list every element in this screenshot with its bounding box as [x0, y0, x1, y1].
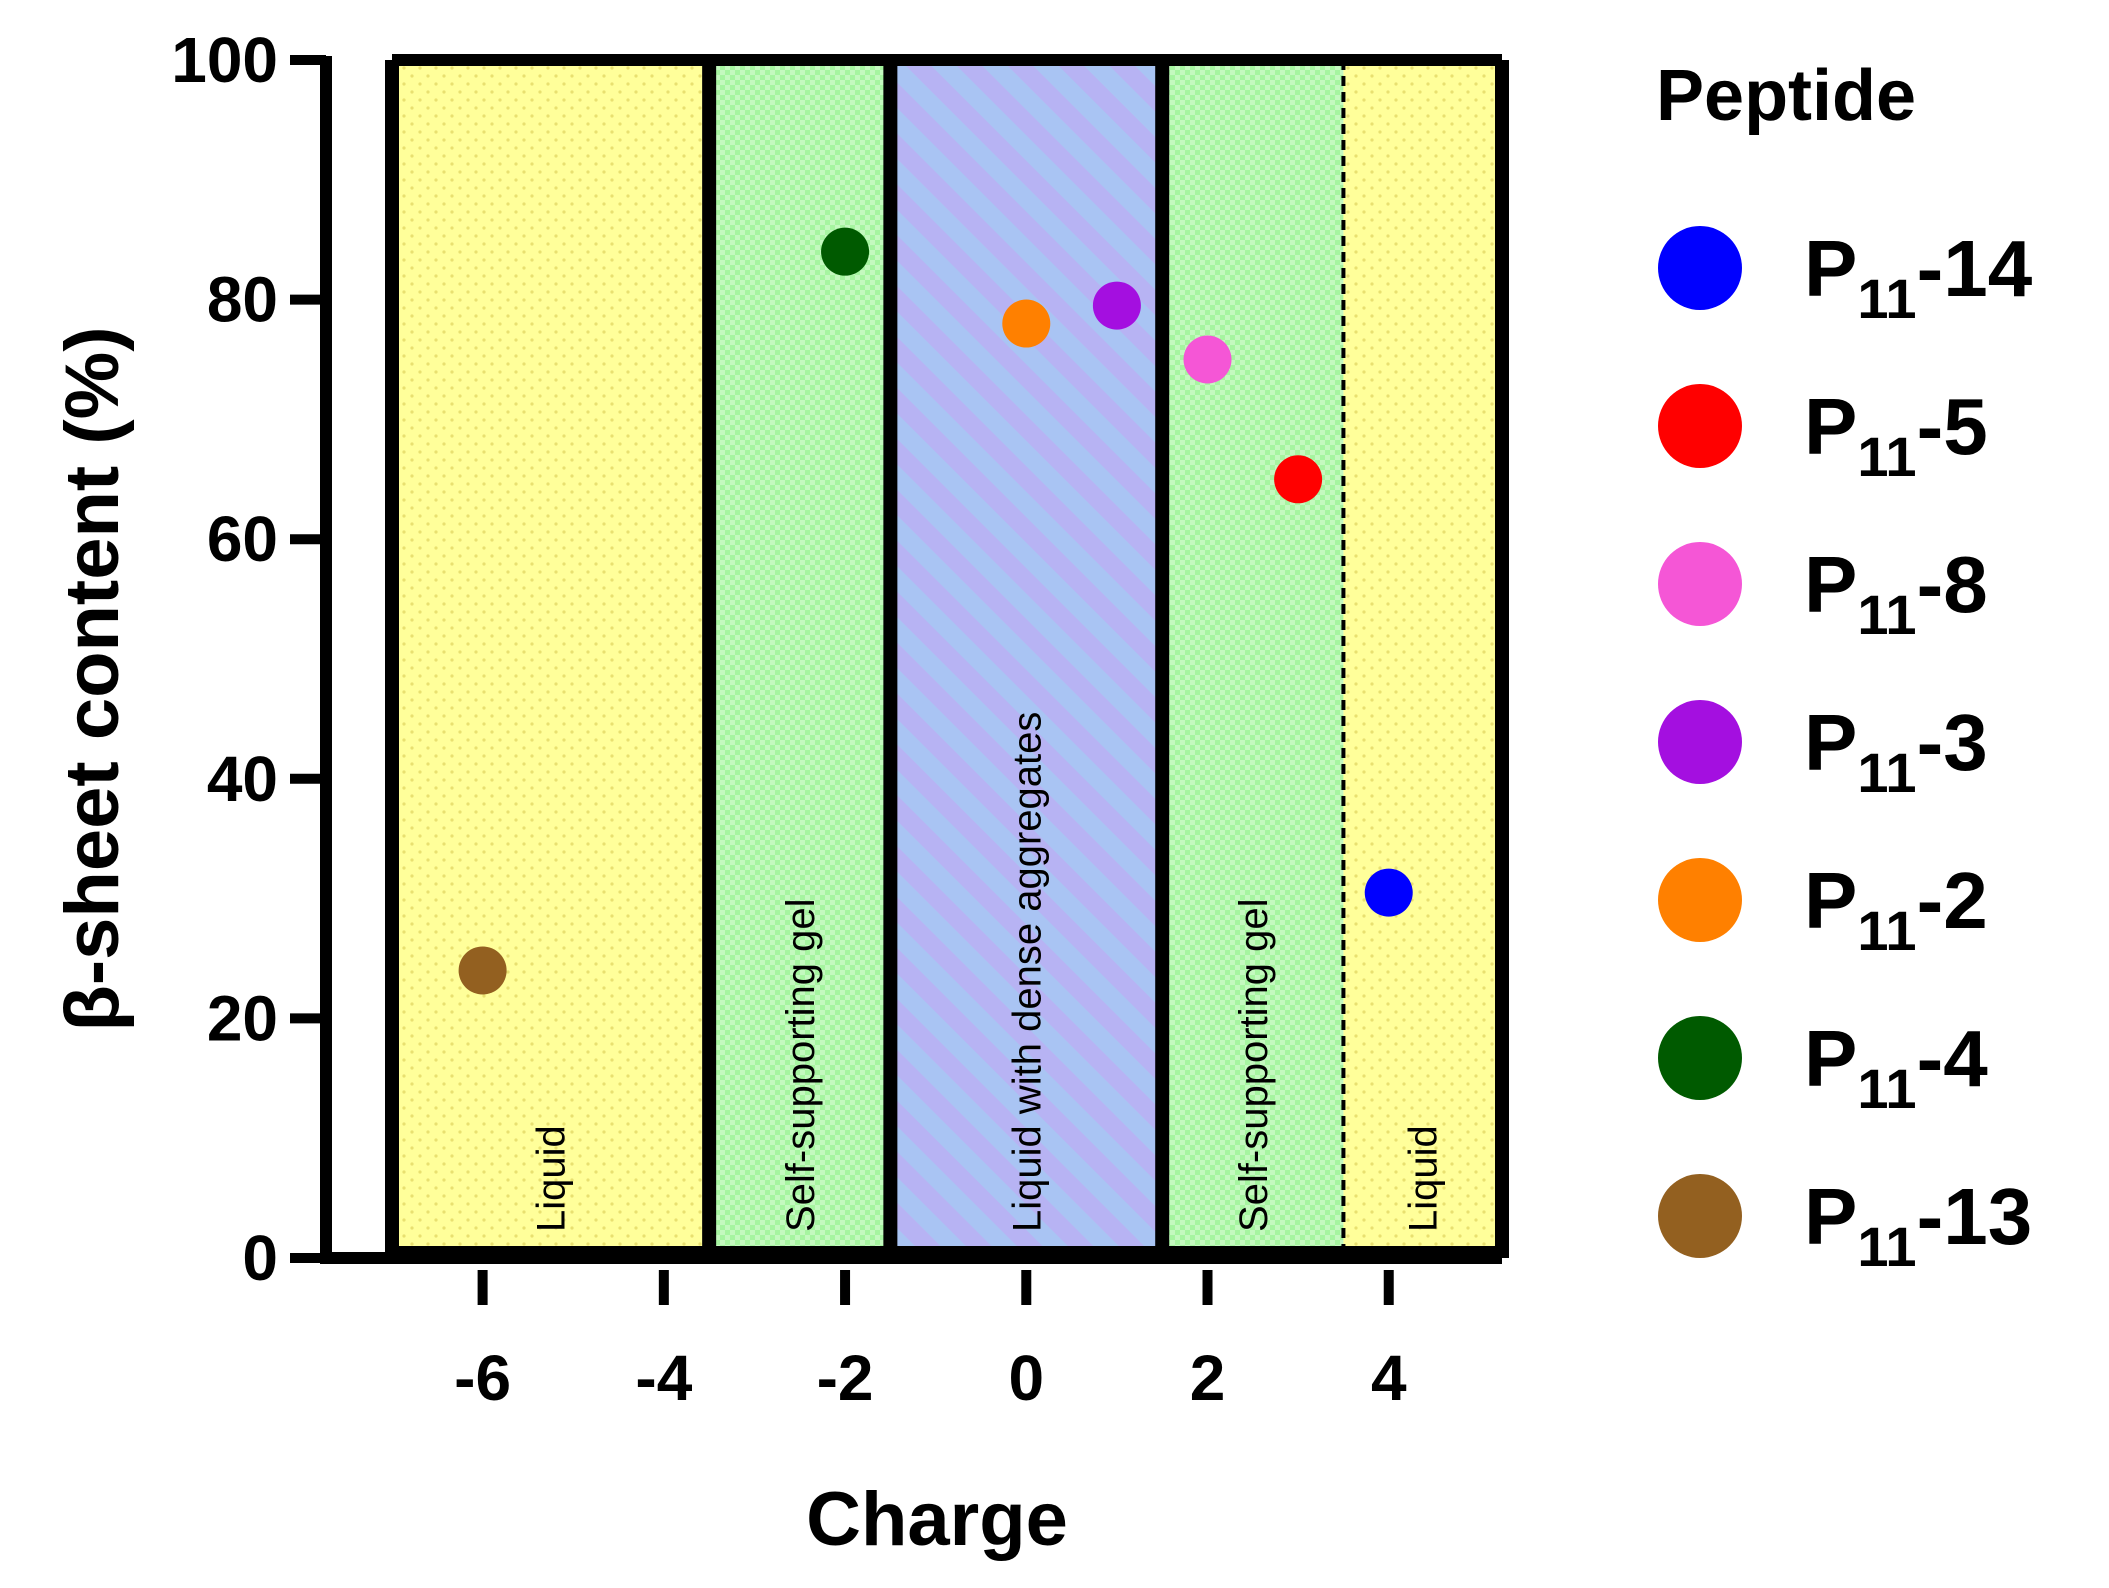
legend-label-p11-14: P11-14 [1804, 224, 2033, 330]
legend-marker-p11-2 [1658, 858, 1742, 942]
y-tick-label-5: 100 [171, 24, 278, 96]
point-p11-2 [1002, 299, 1051, 348]
point-p11-13 [458, 946, 507, 995]
region-2 [890, 60, 1163, 1258]
region-4 [1343, 60, 1502, 1258]
x-tick-label-3: 0 [1008, 1342, 1044, 1414]
region-label-3: Self-supporting gel [1232, 898, 1276, 1232]
region-0 [392, 60, 710, 1258]
legend-marker-p11-4 [1658, 1016, 1742, 1100]
legend-label-p11-5: P11-5 [1804, 382, 1988, 488]
x-tick-label-1: -4 [635, 1342, 692, 1414]
region-label-2: Liquid with dense aggregates [1005, 712, 1049, 1232]
y-axis-title: β-sheet content (%) [50, 326, 135, 1031]
y-tick-label-0: 0 [242, 1222, 278, 1294]
point-p11-14 [1364, 868, 1413, 917]
legend-label-p11-3: P11-3 [1804, 698, 1988, 804]
point-p11-5 [1274, 455, 1323, 504]
legend-marker-p11-14 [1658, 226, 1742, 310]
y-tick-label-1: 20 [207, 982, 278, 1054]
y-tick-label-2: 40 [207, 743, 278, 815]
axes: 0 20 40 60 80 100 -6 -4 -2 0 2 4 Charge β-sheet conte… [50, 24, 1502, 1562]
x-tick-label-0: -6 [454, 1342, 511, 1414]
point-p11-3 [1092, 281, 1141, 330]
legend-marker-p11-13 [1658, 1174, 1742, 1258]
x-axis-title: Charge [806, 1477, 1068, 1562]
legend-marker-p11-8 [1658, 542, 1742, 626]
legend-label-p11-8: P11-8 [1804, 540, 1988, 646]
legend-marker-p11-3 [1658, 700, 1742, 784]
x-tick-label-4: 2 [1190, 1342, 1226, 1414]
legend-marker-p11-5 [1658, 384, 1742, 468]
shaded-regions: Liquid Self-supporting gel Liquid with den… [385, 54, 1509, 1258]
data-points [458, 227, 1413, 995]
region-label-4: Liquid [1402, 1125, 1446, 1232]
point-p11-4 [821, 227, 870, 276]
x-tick-label-2: -2 [817, 1342, 874, 1414]
region-3 [1162, 60, 1344, 1258]
legend-label-p11-13: P11-13 [1804, 1172, 2032, 1278]
legend-label-p11-2: P11-2 [1804, 856, 1988, 962]
legend-title: Peptide [1656, 56, 1916, 136]
region-label-0: Liquid [530, 1125, 574, 1232]
y-tick-label-3: 60 [207, 503, 278, 575]
region-label-1: Self-supporting gel [779, 898, 823, 1232]
x-tick-label-5: 4 [1371, 1342, 1407, 1414]
y-tick-label-4: 80 [207, 264, 278, 336]
point-p11-8 [1183, 335, 1232, 384]
legend: Peptide P11-14 P11-5 P11-8 P11-3 P11-2 P11-4 P1… [1656, 56, 2033, 1278]
legend-label-p11-4: P11-4 [1804, 1014, 1988, 1120]
